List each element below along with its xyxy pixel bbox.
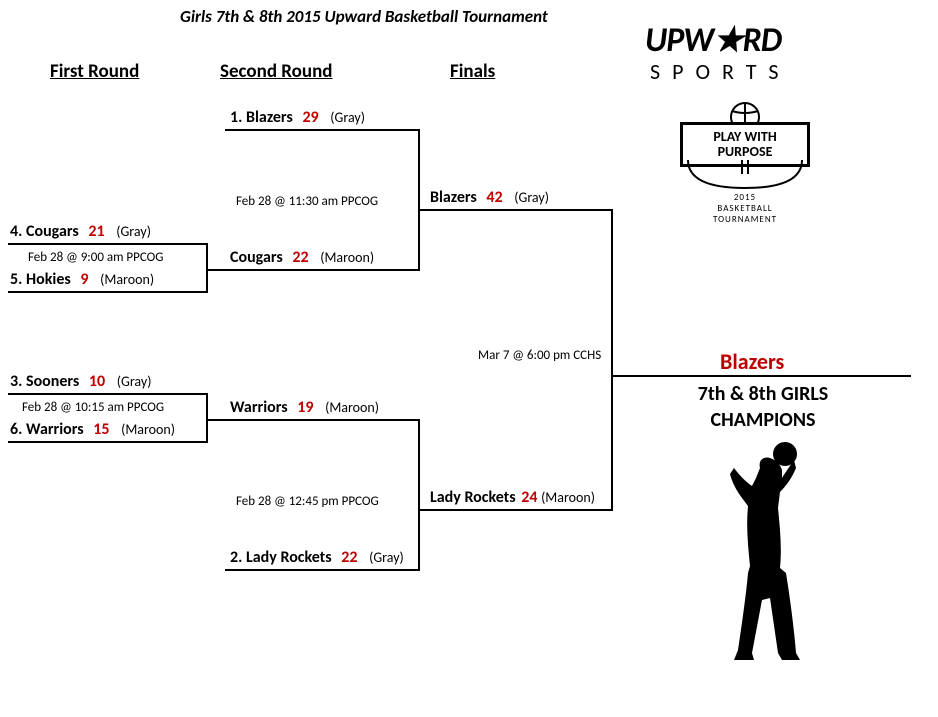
seed: 3. [10, 372, 22, 391]
pwp-year: 2015 [680, 192, 810, 203]
line [8, 393, 208, 395]
score: 10 [89, 372, 105, 391]
jersey: (Maroon) [320, 249, 374, 266]
team: Sooners [26, 372, 79, 391]
team: Warriors [230, 398, 288, 417]
r2g2-top: Warriors 19 (Maroon) [230, 398, 379, 417]
r1g2-bot: 6. Warriors 15 (Maroon) [10, 420, 175, 439]
r1g1-bot: 5. Hokies 9 (Maroon) [10, 270, 154, 289]
line [611, 375, 911, 377]
upward-logo: UPW★RD [645, 20, 781, 61]
page-title: Girls 7th & 8th 2015 Upward Basketball T… [180, 6, 548, 27]
finals-info: Mar 7 @ 6:00 pm CCHS [478, 348, 601, 363]
r1g2-info: Feb 28 @ 10:15 am PPCOG [22, 400, 164, 415]
line [418, 509, 613, 511]
team: Lady Rockets [246, 548, 332, 567]
score: 42 [486, 188, 502, 207]
team: Hokies [26, 270, 71, 289]
line [8, 441, 208, 443]
finals-bot: Lady Rockets 24 (Maroon) [430, 488, 595, 507]
seed: 4. [10, 222, 22, 241]
r1g1-info: Feb 28 @ 9:00 am PPCOG [28, 250, 164, 265]
score: 15 [93, 420, 109, 439]
r2g2-bot: 2. Lady Rockets 22 (Gray) [230, 548, 404, 567]
r2g1-info: Feb 28 @ 11:30 am PPCOG [236, 194, 378, 209]
jersey: (Maroon) [325, 399, 379, 416]
line [8, 291, 208, 293]
line [225, 569, 420, 571]
score: 29 [302, 108, 318, 127]
line [418, 419, 420, 571]
team: Cougars [230, 248, 283, 267]
line [206, 269, 420, 271]
jersey: (Gray) [116, 223, 151, 240]
team: Blazers [246, 108, 293, 127]
seed: 5. [10, 270, 22, 289]
score: 22 [341, 548, 357, 567]
line [206, 419, 420, 421]
score: 9 [80, 270, 88, 289]
r2g2-info: Feb 28 @ 12:45 pm PPCOG [236, 494, 379, 509]
champion-line1: 7th & 8th GIRLS [658, 382, 868, 406]
r1g1-top: 4. Cougars 21 (Gray) [10, 222, 151, 241]
r2g1-bot: Cougars 22 (Maroon) [230, 248, 374, 267]
line [8, 243, 208, 245]
team: Lady Rockets [430, 488, 516, 507]
seed: 2. [230, 548, 242, 567]
r2g1-top: 1. Blazers 29 (Gray) [230, 108, 365, 127]
r1g2-top: 3. Sooners 10 (Gray) [10, 372, 151, 391]
team: Warriors [26, 420, 84, 439]
score: 24 [521, 488, 537, 507]
round3-header: Finals [450, 60, 495, 83]
pwp-sub2: TOURNAMENT [680, 214, 810, 225]
seed: 1. [230, 108, 242, 127]
team: Blazers [430, 188, 477, 207]
round1-header: First Round [50, 60, 139, 83]
jersey: (Maroon) [100, 271, 154, 288]
champion-line2: CHAMPIONS [658, 408, 868, 432]
jersey: (Gray) [369, 549, 404, 566]
round2-header: Second Round [220, 60, 332, 83]
finals-top: Blazers 42 (Gray) [430, 188, 549, 207]
team: Cougars [26, 222, 79, 241]
player-silhouette-icon [690, 438, 830, 668]
champion-name: Blazers [720, 348, 784, 375]
line [418, 209, 613, 211]
jersey: (Gray) [514, 189, 549, 206]
jersey: (Gray) [117, 373, 152, 390]
line [611, 209, 613, 511]
upward-sports-text: SPORTS [650, 58, 791, 85]
line [225, 129, 420, 131]
line [206, 243, 208, 293]
pwp-line1: PLAY WITH [689, 129, 801, 144]
score: 22 [292, 248, 308, 267]
pwp-sub1: BASKETBALL [680, 203, 810, 214]
jersey: (Gray) [330, 109, 365, 126]
pwp-line2: PURPOSE [689, 144, 801, 159]
line [418, 129, 420, 271]
score: 21 [88, 222, 104, 241]
jersey: (Maroon) [541, 489, 595, 506]
line [206, 393, 208, 443]
basketball-icon [720, 95, 770, 125]
seed: 6. [10, 420, 22, 439]
score: 19 [297, 398, 313, 417]
jersey: (Maroon) [121, 421, 175, 438]
